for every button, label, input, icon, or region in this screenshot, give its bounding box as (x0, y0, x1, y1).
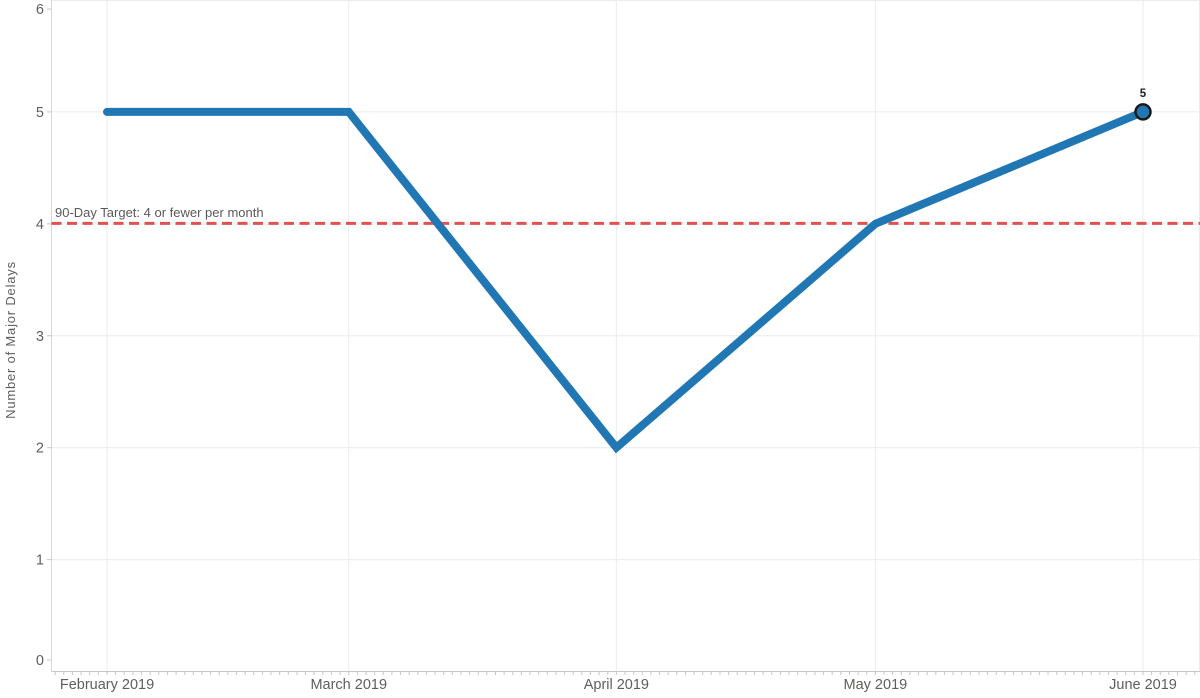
y-tick-label: 4 (36, 217, 44, 233)
y-tick-label: 5 (36, 105, 44, 121)
y-axis-ticks (47, 8, 52, 661)
x-tick-label: May 2019 (844, 677, 908, 693)
y-tick-label: 3 (36, 329, 44, 345)
y-tick-label: 1 (36, 553, 44, 569)
y-tick-label: 6 (36, 2, 44, 18)
x-axis-labels: February 2019 March 2019 April 2019 May 201… (60, 677, 1177, 693)
x-tick-label: March 2019 (310, 677, 387, 693)
end-point-data-label: 5 (1140, 88, 1147, 100)
end-point-marker (1134, 103, 1152, 121)
x-tick-label: June 2019 (1109, 677, 1177, 693)
x-minor-ticks (54, 671, 1196, 675)
y-gridlines (51, 0, 1200, 561)
y-tick-label: 0 (36, 653, 44, 669)
target-line-annotation: 90-Day Target: 4 or fewer per month (55, 205, 264, 220)
y-axis-title: Number of Major Delays (3, 261, 18, 419)
y-axis-labels: 0 1 2 3 4 5 6 (36, 2, 44, 669)
delays-trend-line (103, 107, 1147, 454)
y-tick-label: 2 (36, 441, 44, 457)
x-tick-label: February 2019 (60, 677, 154, 693)
x-tick-label: April 2019 (584, 677, 649, 693)
